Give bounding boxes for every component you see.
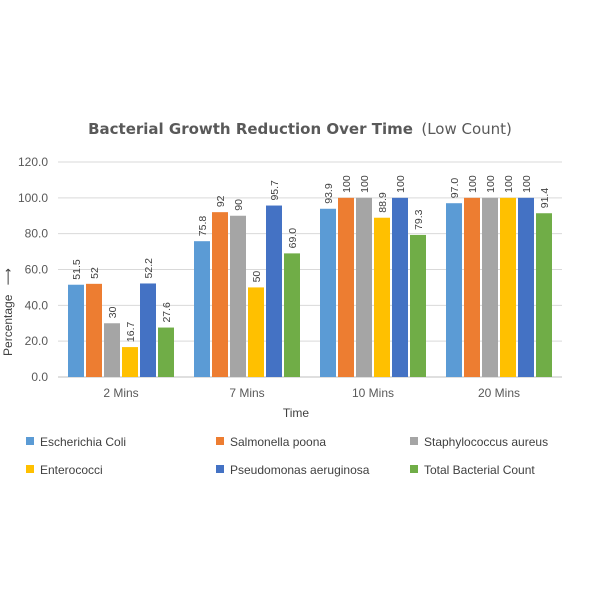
x-tick-label: 2 Mins [103,386,138,400]
data-label: 90 [233,199,245,211]
y-axis-ticks: 0.0 20.0 40.0 60.0 80.0 100.0 120.0 [18,155,48,384]
x-axis-ticks: 2 Mins 7 Mins 10 Mins 20 Mins [103,386,520,400]
bar [104,323,120,377]
bar [194,241,210,377]
legend-item: Total Bacterial Count [410,463,535,477]
bar [338,197,354,377]
data-label: 52 [89,267,101,279]
bar [230,215,246,377]
bar [356,197,372,377]
data-label: 100 [467,175,479,193]
legend-item: Pseudomonas aeruginosa [216,463,370,477]
y-tick-label: 80.0 [25,227,49,241]
data-label: 52.2 [143,258,155,279]
y-axis-label: Percentage [1,294,15,356]
svg-text:Bacterial Growth Reduction Ove: Bacterial Growth Reduction Over Time (Lo… [88,120,512,138]
chart-title: Bacterial Growth Reduction Over Time (Lo… [88,120,512,138]
y-tick-label: 60.0 [25,263,49,277]
legend-item: Enterococci [26,463,103,477]
bar [68,284,84,377]
legend-swatch [410,465,418,473]
legend: Escherichia Coli Salmonella poona Staphylo… [26,435,548,477]
y-tick-label: 0.0 [31,370,48,384]
data-label: 93.9 [323,183,335,204]
chart-title-main: Bacterial Growth Reduction Over Time [88,120,413,138]
bar [518,197,534,377]
legend-item: Staphylococcus aureus [410,435,548,449]
legend-label: Total Bacterial Count [424,463,535,477]
legend-label: Enterococci [40,463,103,477]
data-label: 16.7 [125,321,137,342]
bar [122,347,138,377]
bar [320,208,336,377]
bar-series [68,197,552,377]
data-label: 97.0 [449,178,461,199]
x-axis-label: Time [283,406,310,420]
bar [284,253,300,377]
data-label: 91.4 [539,188,551,209]
data-label: 100 [521,175,533,193]
data-label: 69.0 [287,228,299,249]
data-labels: 51.5 52 30 16.7 52.2 27.6 75.8 92 90 50 95.7 69.0 93… [71,175,551,342]
legend-swatch [26,465,34,473]
x-tick-label: 20 Mins [478,386,520,400]
legend-label: Escherichia Coli [40,435,126,449]
bar [410,234,426,377]
x-tick-label: 7 Mins [229,386,264,400]
bar [248,287,264,377]
x-tick-label: 10 Mins [352,386,394,400]
y-tick-label: 120.0 [18,155,48,169]
data-label: 30 [107,306,119,318]
data-label: 75.8 [197,216,209,237]
data-label: 92 [215,195,227,207]
data-label: 27.6 [161,302,173,323]
y-tick-label: 40.0 [25,298,49,312]
data-label: 50 [251,271,263,283]
data-label: 95.7 [269,180,281,201]
bar [86,283,102,377]
bar [158,327,174,377]
bar [140,283,156,377]
bar [536,213,552,377]
bar [500,197,516,377]
legend-label: Salmonella poona [230,435,326,449]
y-axis-arrow-icon: ⟶ [1,268,15,285]
data-label: 79.3 [413,209,425,230]
data-label: 88.9 [377,192,389,213]
data-label: 100 [503,175,515,193]
legend-swatch [410,437,418,445]
y-axis-label-group: Percentage ⟶ [1,268,15,356]
svg-text:Percentage ⟶: Percentage ⟶ [1,268,15,356]
y-tick-label: 20.0 [25,334,49,348]
bar [464,197,480,377]
legend-swatch [216,465,224,473]
bar [482,197,498,377]
data-label: 100 [359,175,371,193]
legend-label: Staphylococcus aureus [424,435,548,449]
legend-swatch [26,437,34,445]
legend-swatch [216,437,224,445]
bar [266,205,282,377]
data-label: 100 [341,175,353,193]
legend-item: Salmonella poona [216,435,326,449]
chart-title-suffix: (Low Count) [421,120,512,138]
y-tick-label: 100.0 [18,191,48,205]
bar [392,197,408,377]
data-label: 100 [485,175,497,193]
data-label: 51.5 [71,259,83,280]
legend-label: Pseudomonas aeruginosa [230,463,370,477]
legend-item: Escherichia Coli [26,435,126,449]
bar [446,203,462,377]
data-label: 100 [395,175,407,193]
bar [212,212,228,377]
bar [374,217,390,377]
